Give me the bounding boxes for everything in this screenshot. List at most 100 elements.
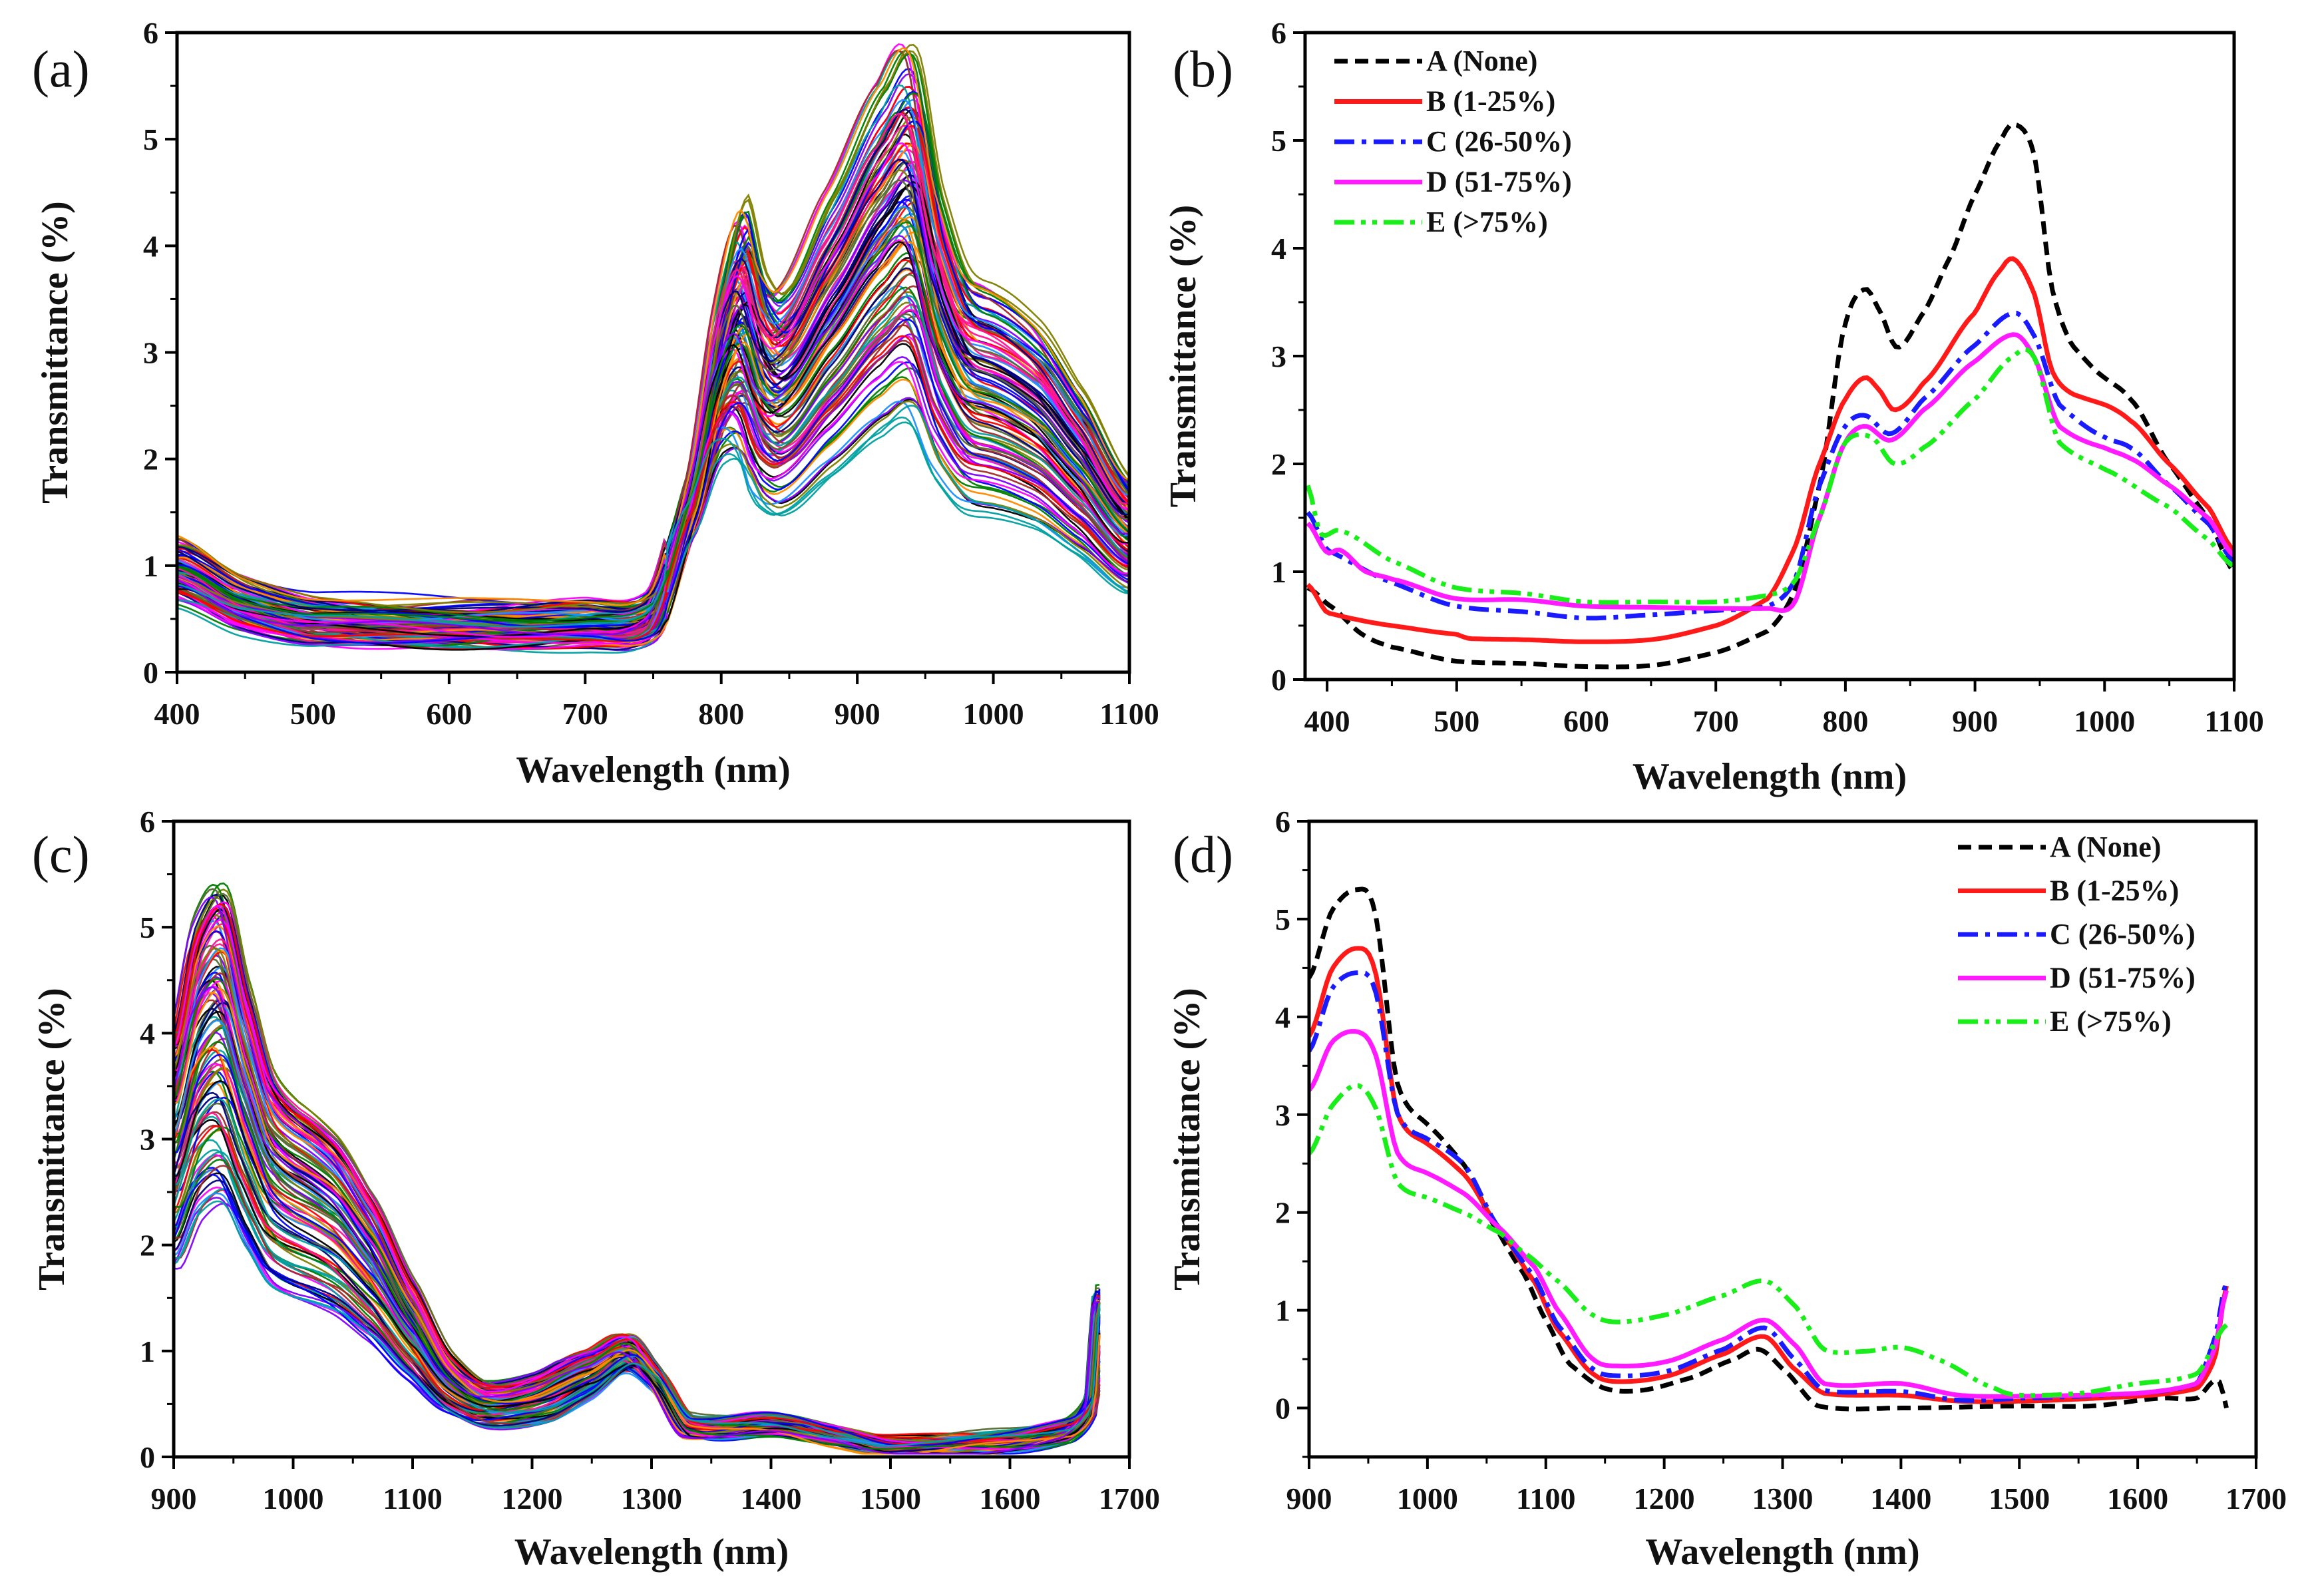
legend-label: E (>75%) xyxy=(1426,206,1548,238)
sample-spectrum-line xyxy=(177,47,1129,606)
y-axis-title: Transmittance (%) xyxy=(1167,988,1208,1291)
plot-area xyxy=(1309,887,2229,1412)
x-tick-label: 1200 xyxy=(502,1482,563,1515)
x-tick-label: 1500 xyxy=(1989,1482,2050,1515)
sample-spectrum-line xyxy=(177,416,1129,628)
sample-spectrum-line xyxy=(177,221,1129,624)
sample-spectrum-line xyxy=(174,1115,1100,1455)
sample-spectrum-line xyxy=(174,1058,1101,1439)
plot-frame xyxy=(1307,819,2258,1459)
legend-label: D (51-75%) xyxy=(1426,166,1572,198)
sample-spectrum-line xyxy=(177,106,1129,630)
legend: A (None) B (1-25%) C (26-50%) D (51-75%) E (… xyxy=(1958,831,2196,1038)
x-tick-label: 700 xyxy=(562,697,608,731)
sample-spectrum-line xyxy=(177,335,1129,643)
x-tick-label: 1000 xyxy=(963,697,1024,731)
x-tick-label: 1400 xyxy=(741,1482,802,1515)
panel-b: A (None) B (1-25%) C (26-50%) D (51-75%) E (… xyxy=(1163,16,2264,797)
x-tick-label: 1100 xyxy=(2204,704,2263,738)
y-tick-label: 3 xyxy=(140,1123,155,1157)
sample-spectrum-line xyxy=(177,49,1129,620)
sample-spectrum-line xyxy=(177,125,1129,640)
y-tick-label: 2 xyxy=(143,443,158,477)
series-line-e xyxy=(1309,1083,2228,1398)
series-line-d xyxy=(1309,1029,2229,1399)
sample-spectrum-line xyxy=(174,1167,1100,1452)
y-tick-label: 1 xyxy=(1271,555,1286,589)
series-line-a xyxy=(1306,122,2234,670)
panel-label: (b) xyxy=(1173,40,1233,98)
x-tick-label: 1300 xyxy=(621,1482,682,1515)
sample-spectrum-line xyxy=(177,158,1129,640)
y-tick-label: 1 xyxy=(1275,1294,1290,1328)
y-tick-label: 0 xyxy=(140,1440,155,1474)
legend-label: B (1-25%) xyxy=(1426,85,1555,118)
x-axis-title: Wavelength (nm) xyxy=(1633,756,1907,797)
sample-spectrum-line xyxy=(177,112,1129,644)
x-tick-label: 400 xyxy=(1304,704,1350,738)
y-tick-label: 0 xyxy=(1275,1392,1290,1426)
y-tick-label: 5 xyxy=(143,122,158,156)
y-tick-label: 3 xyxy=(143,336,158,370)
sample-spectrum-line xyxy=(177,111,1129,642)
legend-label: E (>75%) xyxy=(2050,1005,2172,1038)
x-tick-label: 700 xyxy=(1693,704,1739,738)
x-tick-label: 1700 xyxy=(1099,1482,1160,1515)
x-tick-label: 1500 xyxy=(860,1482,921,1515)
panel-label: (a) xyxy=(32,40,90,98)
sample-spectrum-line xyxy=(177,158,1129,614)
sample-spectrum-line xyxy=(174,1016,1100,1448)
sample-spectrum-line xyxy=(174,1054,1101,1447)
sample-spectrum-line xyxy=(177,242,1129,620)
legend-label: B (1-25%) xyxy=(2050,875,2179,907)
y-tick-label: 6 xyxy=(143,16,158,50)
sample-spectrum-line xyxy=(177,144,1129,621)
sample-spectrum-line xyxy=(177,142,1129,650)
x-tick-label: 1100 xyxy=(1516,1482,1575,1515)
y-tick-label: 5 xyxy=(1275,902,1290,936)
y-tick-label: 6 xyxy=(1275,805,1290,839)
x-tick-label: 1000 xyxy=(1397,1482,1458,1515)
series-line-b xyxy=(1309,946,2229,1404)
x-axis-title: Wavelength (nm) xyxy=(514,1531,789,1573)
panel-label: (d) xyxy=(1173,825,1233,883)
y-tick-label: 4 xyxy=(140,1016,155,1050)
legend: A (None) B (1-25%) C (26-50%) D (51-75%) E (… xyxy=(1334,45,1572,238)
series-line-e xyxy=(1305,347,2234,605)
series-line-b xyxy=(1306,256,2234,644)
x-tick-label: 1000 xyxy=(263,1482,324,1515)
x-tick-label: 1100 xyxy=(1099,697,1159,731)
sample-spectrum-line xyxy=(174,1200,1101,1447)
plot-area xyxy=(1305,122,2234,670)
y-tick-label: 4 xyxy=(1275,1000,1290,1034)
series-line-d xyxy=(1306,332,2234,613)
x-tick-label: 900 xyxy=(835,697,880,731)
x-tick-label: 1300 xyxy=(1752,1482,1814,1515)
sample-spectrum-line xyxy=(177,43,1129,614)
panel-d: A (None) B (1-25%) C (26-50%) D (51-75%) E (… xyxy=(1167,805,2287,1573)
x-tick-label: 600 xyxy=(1563,704,1609,738)
y-tick-label: 5 xyxy=(140,910,155,944)
sample-spectrum-line xyxy=(177,188,1129,638)
x-tick-label: 500 xyxy=(290,697,336,731)
x-tick-label: 400 xyxy=(154,697,200,731)
sample-spectrum-line xyxy=(177,120,1129,634)
sample-spectrum-line xyxy=(177,161,1129,610)
sample-spectrum-line xyxy=(177,68,1129,605)
panel-c: 900 1000 1100 1200 1300 1400 1500 1600 1700 0 1 2 3 4… xyxy=(31,805,1160,1573)
sample-spectrum-line xyxy=(177,179,1129,643)
y-tick-label: 4 xyxy=(1271,232,1286,266)
sample-spectrum-line xyxy=(174,1024,1101,1443)
x-tick-label: 1200 xyxy=(1634,1482,1695,1515)
x-tick-label: 1100 xyxy=(383,1482,442,1515)
x-tick-label: 900 xyxy=(1952,704,1998,738)
sample-spectrum-line xyxy=(174,904,1101,1450)
sample-spectrum-line xyxy=(177,224,1129,617)
y-tick-label: 3 xyxy=(1275,1098,1290,1132)
legend-label: D (51-75%) xyxy=(2050,962,2196,994)
sample-spectrum-line xyxy=(174,1041,1101,1452)
panel-a: 400 500 600 700 800 900 1000 1100 0 1 2 3 4 5 6 Wavelen… xyxy=(32,16,1159,791)
sample-spectrum-line xyxy=(174,976,1101,1452)
series-line-c xyxy=(1306,310,2234,621)
